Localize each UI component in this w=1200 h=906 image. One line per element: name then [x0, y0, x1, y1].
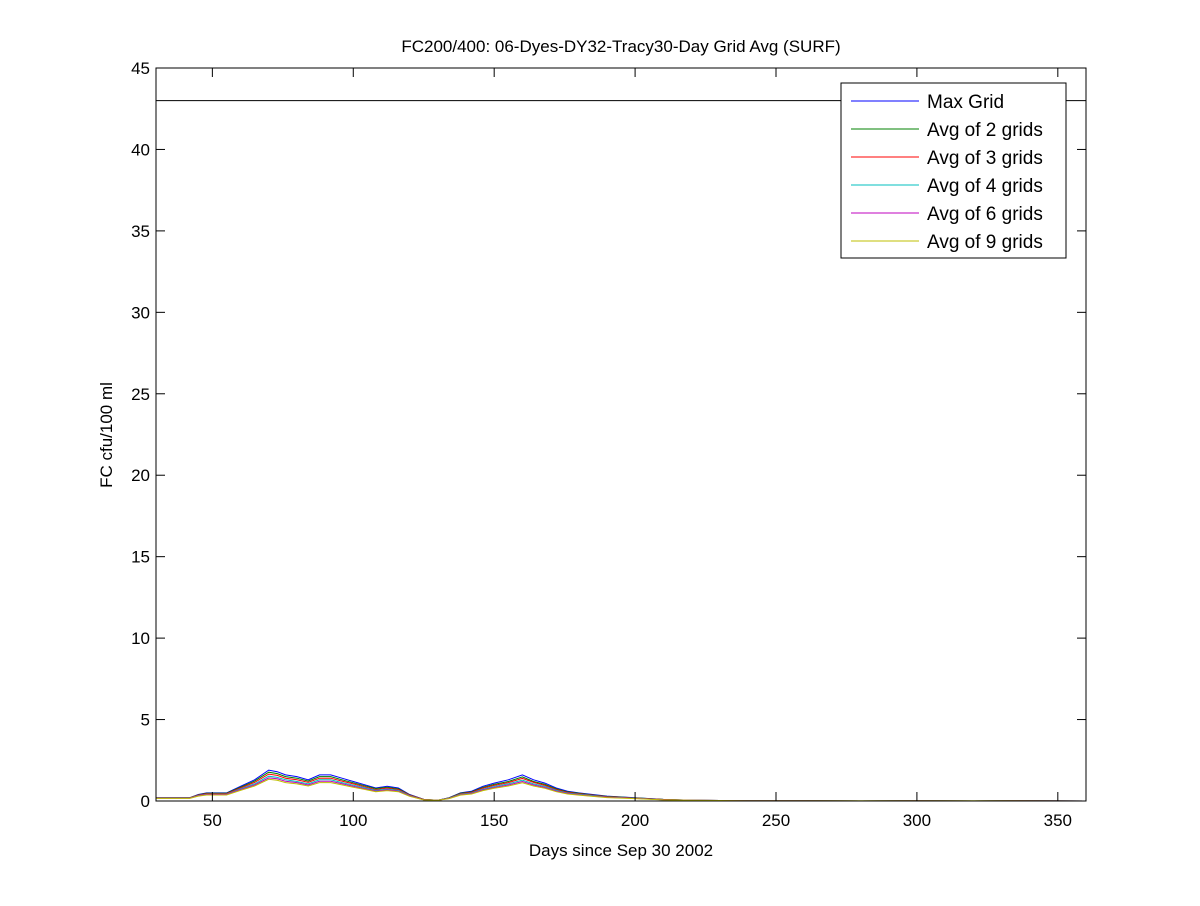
series-line-5: [156, 778, 1087, 802]
axes-box: [155, 67, 1087, 802]
x-tick-label: 300: [903, 811, 931, 830]
x-tick-label: 100: [339, 811, 367, 830]
x-tick-label: 150: [480, 811, 508, 830]
y-tick-label: 15: [131, 548, 150, 567]
legend-label: Avg of 9 grids: [927, 232, 1043, 253]
y-tick-label: 5: [141, 711, 150, 730]
x-tick-label: 50: [203, 811, 222, 830]
chart-title: FC200/400: 06-Dyes-DY32-Tracy30-Day Grid…: [401, 37, 840, 56]
x-tick-label: 200: [621, 811, 649, 830]
legend-label: Avg of 2 grids: [927, 120, 1043, 141]
y-tick-label: 35: [131, 222, 150, 241]
legend-label: Avg of 6 grids: [927, 204, 1043, 225]
legend-label: Avg of 3 grids: [927, 148, 1043, 169]
legend-box: [840, 82, 1067, 259]
y-tick-label: 0: [141, 792, 150, 811]
legend: Max Grid Avg of 2 grids Avg of 3 grids Avg …: [840, 82, 1067, 259]
legend-label: Max Grid: [927, 92, 1004, 113]
y-axis-label: FC cfu/100 ml: [97, 382, 116, 488]
y-tick-label: 40: [131, 140, 150, 159]
y-tick-label: 30: [131, 303, 150, 322]
y-tick-label: 10: [131, 629, 150, 648]
y-tick-label: 45: [131, 59, 150, 78]
x-tick-label: 350: [1044, 811, 1072, 830]
x-tick-label: 250: [762, 811, 790, 830]
y-tick-label: 20: [131, 466, 150, 485]
legend-label: Avg of 4 grids: [927, 176, 1043, 197]
x-axis-label: Days since Sep 30 2002: [529, 841, 713, 860]
y-tick-label: 25: [131, 385, 150, 404]
